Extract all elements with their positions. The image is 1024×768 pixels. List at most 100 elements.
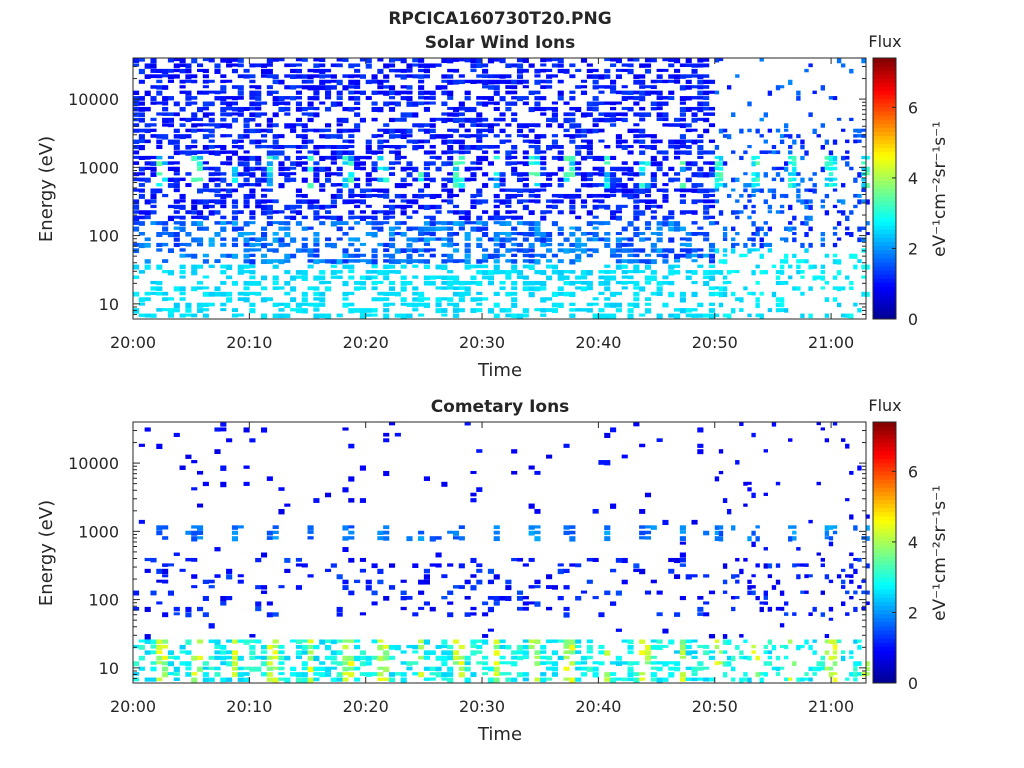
heatmap-cell — [295, 150, 303, 154]
heatmap-cell — [162, 134, 169, 140]
heatmap-cell — [284, 677, 291, 683]
heatmap-cell — [487, 308, 494, 314]
heatmap-cell — [534, 650, 541, 655]
heatmap-cell — [522, 101, 529, 106]
heatmap-cell — [828, 166, 834, 171]
heatmap-cell — [505, 215, 512, 219]
colorbar-segment — [873, 642, 896, 647]
heatmap-cell — [348, 661, 355, 666]
heatmap-cell — [598, 460, 605, 465]
heatmap-cell — [824, 634, 830, 638]
heatmap-cell — [208, 639, 215, 644]
heatmap-cell — [861, 177, 866, 182]
heatmap-cell — [621, 112, 628, 117]
heatmap-cell — [330, 63, 337, 68]
heatmap-cell — [400, 275, 407, 280]
heatmap-cell — [650, 242, 657, 248]
heatmap-cell — [627, 308, 634, 313]
heatmap-cell — [423, 150, 430, 155]
heatmap-cell — [755, 161, 760, 166]
heatmap-cell — [231, 226, 239, 232]
heatmap-cell — [775, 150, 781, 155]
heatmap-cell — [722, 248, 728, 253]
heatmap-cell — [836, 639, 842, 644]
heatmap-cell — [179, 85, 186, 89]
heatmap-cell — [610, 166, 617, 172]
heatmap-cell — [354, 68, 361, 73]
heatmap-cell — [388, 90, 396, 96]
heatmap-cell — [808, 519, 813, 524]
heatmap-cell — [418, 193, 425, 199]
heatmap-cell — [208, 79, 215, 83]
heatmap-cell — [832, 242, 838, 248]
heatmap-cell — [348, 145, 355, 149]
heatmap-cell — [319, 145, 326, 149]
heatmap-cell — [464, 177, 471, 182]
heatmap-cell — [627, 280, 634, 284]
heatmap-cell — [516, 199, 524, 205]
heatmap-cell — [418, 172, 425, 178]
heatmap-cell — [865, 264, 870, 270]
heatmap-cell — [639, 117, 646, 122]
heatmap-cell — [586, 237, 593, 242]
heatmap-cell — [755, 563, 760, 568]
heatmap-cell — [185, 63, 192, 69]
heatmap-cell — [615, 628, 622, 632]
heatmap-cell — [243, 199, 250, 205]
heatmap-cell — [470, 226, 477, 232]
heatmap-cell — [697, 183, 704, 188]
heatmap-cell — [196, 117, 204, 122]
heatmap-cell — [679, 145, 686, 149]
heatmap-cell — [423, 601, 430, 606]
heatmap-cell — [191, 536, 198, 542]
heatmap-cell — [249, 634, 256, 638]
heatmap-cell — [615, 590, 622, 596]
heatmap-cell — [763, 563, 768, 569]
heatmap-cell — [185, 454, 192, 459]
heatmap-cell — [290, 215, 297, 220]
heatmap-cell — [516, 242, 524, 247]
heatmap-cell — [528, 242, 535, 248]
heatmap-cell — [621, 226, 628, 232]
heatmap-cell — [319, 188, 326, 192]
heatmap-cell — [214, 166, 221, 172]
heatmap-cell — [400, 221, 407, 225]
heatmap-cell — [775, 308, 781, 313]
heatmap-cell — [516, 172, 524, 177]
heatmap-cell — [173, 655, 180, 660]
heatmap-cell — [499, 177, 506, 183]
heatmap-cell — [447, 270, 454, 274]
heatmap-cell — [685, 63, 692, 68]
heatmap-cell — [167, 590, 175, 596]
heatmap-cell — [546, 574, 553, 580]
heatmap-cell — [580, 242, 588, 247]
heatmap-cell — [703, 666, 710, 670]
heatmap-cell — [441, 308, 448, 313]
heatmap-cell — [476, 166, 483, 171]
heatmap-cell — [569, 259, 576, 265]
heatmap-cell — [185, 79, 192, 83]
heatmap-cell — [735, 74, 740, 78]
heatmap-cell — [604, 672, 611, 678]
heatmap-cell — [804, 215, 809, 221]
heatmap-cell — [511, 150, 518, 154]
heatmap-cell — [633, 280, 640, 287]
heatmap-cell — [313, 242, 320, 247]
heatmap-cell — [575, 188, 582, 193]
heatmap-cell — [394, 183, 401, 189]
heatmap-cell — [470, 297, 477, 302]
colorbar-segment — [873, 282, 896, 287]
heatmap-cell — [739, 634, 744, 638]
heatmap-cell — [534, 470, 541, 475]
heatmap-cell — [735, 210, 740, 215]
heatmap-cell — [779, 166, 785, 170]
heatmap-cell — [191, 574, 198, 579]
heatmap-cell — [674, 253, 681, 259]
heatmap-cell — [792, 226, 797, 231]
heatmap-cell — [718, 128, 724, 134]
heatmap-cell — [400, 68, 407, 73]
heatmap-cell — [365, 172, 372, 177]
heatmap-cell — [685, 177, 692, 183]
heatmap-cell — [726, 270, 732, 275]
heatmap-cell — [208, 90, 215, 94]
